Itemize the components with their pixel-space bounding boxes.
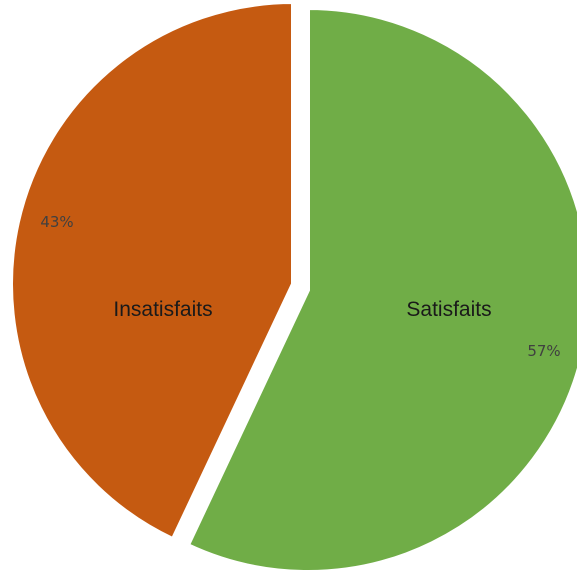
slice-percent-label-satisfaits: 57% bbox=[527, 342, 560, 360]
slice-name-label-satisfaits: Satisfaits bbox=[406, 298, 491, 321]
slice-name-label-insatisfaits: Insatisfaits bbox=[113, 298, 212, 321]
slice-percent-label-insatisfaits: 43% bbox=[40, 213, 73, 231]
pie-slice-satisfaits bbox=[185, 5, 577, 572]
labels-layer: Satisfaits 57% Insatisfaits 43% bbox=[40, 213, 560, 360]
pie-slice-insatisfaits bbox=[9, 0, 295, 542]
slices-layer bbox=[9, 0, 577, 572]
